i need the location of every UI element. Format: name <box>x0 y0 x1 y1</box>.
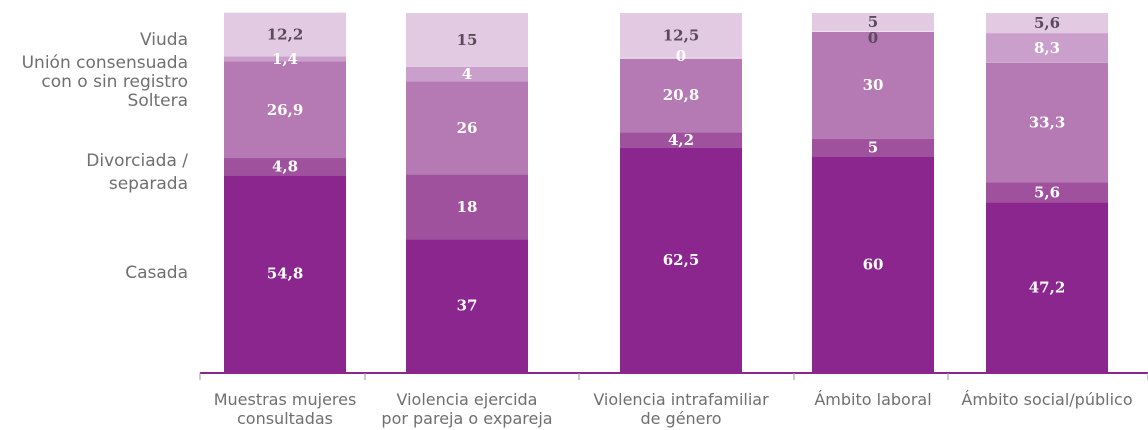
bar-segment <box>812 156 934 372</box>
data-label: 62,5 <box>663 251 700 269</box>
data-label: 12,2 <box>267 26 304 44</box>
legend-entry-text: con o sin registro <box>41 72 188 92</box>
data-label: 54,8 <box>267 265 304 283</box>
bar-segment <box>620 13 742 58</box>
data-label: 4 <box>462 65 472 83</box>
data-label: 0 <box>676 47 686 65</box>
legend-entry-text: Soltera <box>128 91 188 111</box>
bar-segment <box>986 182 1108 203</box>
data-label: 60 <box>863 255 884 273</box>
data-label: 18 <box>457 198 478 216</box>
bar-segment <box>406 81 528 175</box>
x-tick-label: Violencia intrafamiliar <box>593 390 769 409</box>
bar-segment <box>812 13 934 31</box>
data-label: 47,2 <box>1029 278 1066 296</box>
value-labels: 54,8 4,8 26,9 1,4 12,2 37 18 26 4 15 62,5 4,2 20,8 0 1… <box>267 13 1066 315</box>
data-label: 1,4 <box>272 50 298 68</box>
bar-segment <box>224 12 346 57</box>
legend-entry-text: Divorciada / <box>86 151 188 171</box>
x-tick-label: Muestras mujeres <box>214 390 357 409</box>
bar-segment <box>620 57 742 133</box>
bar-segment <box>986 62 1108 183</box>
x-tick-label: consultadas <box>237 409 333 428</box>
bar-segment <box>406 13 528 67</box>
bar-segment <box>986 33 1108 63</box>
x-tick-label: Ámbito social/público <box>961 390 1132 409</box>
data-label: 5,6 <box>1034 14 1060 32</box>
data-label: 12,5 <box>663 26 700 44</box>
x-tick-label: de género <box>640 409 721 428</box>
data-label: 15 <box>457 31 478 49</box>
data-label: 5 <box>868 139 878 157</box>
bar-segment <box>224 56 346 62</box>
x-tick-label: Ámbito laboral <box>814 390 931 409</box>
bar-segment <box>620 132 742 148</box>
bars <box>224 12 1108 372</box>
data-label: 26 <box>457 119 478 137</box>
bar-segment <box>224 61 346 159</box>
bar-segment <box>986 202 1108 372</box>
legend-entry-text: separada <box>109 174 188 194</box>
data-label: 20,8 <box>663 86 700 104</box>
legend-entry-text: Viuda <box>140 30 188 50</box>
bar-segment <box>986 13 1108 34</box>
bar-segment <box>406 66 528 82</box>
bar-segment <box>224 158 346 176</box>
data-label: 0 <box>868 29 878 47</box>
data-label: 4,8 <box>272 158 298 176</box>
data-label: 5,6 <box>1034 184 1060 202</box>
legend-entry-text: Casada <box>125 263 188 283</box>
bar-segment <box>224 175 346 372</box>
bar-segment <box>620 147 742 372</box>
data-label: 26,9 <box>267 101 304 119</box>
bar-segment <box>406 174 528 240</box>
x-tick-label: por pareja o expareja <box>381 409 552 428</box>
data-label: 4,2 <box>668 131 694 149</box>
legend-entry-text: Unión consensuada <box>22 53 188 73</box>
bar-segment <box>812 138 934 157</box>
data-label: 37 <box>457 297 478 315</box>
data-label: 33,3 <box>1029 114 1066 132</box>
data-label: 30 <box>863 76 884 94</box>
data-label: 8,3 <box>1034 39 1060 57</box>
data-label: 5 <box>868 13 878 31</box>
bar-segment <box>406 239 528 372</box>
bar-segment <box>812 30 934 139</box>
x-tick-label: Violencia ejercida <box>397 390 538 409</box>
